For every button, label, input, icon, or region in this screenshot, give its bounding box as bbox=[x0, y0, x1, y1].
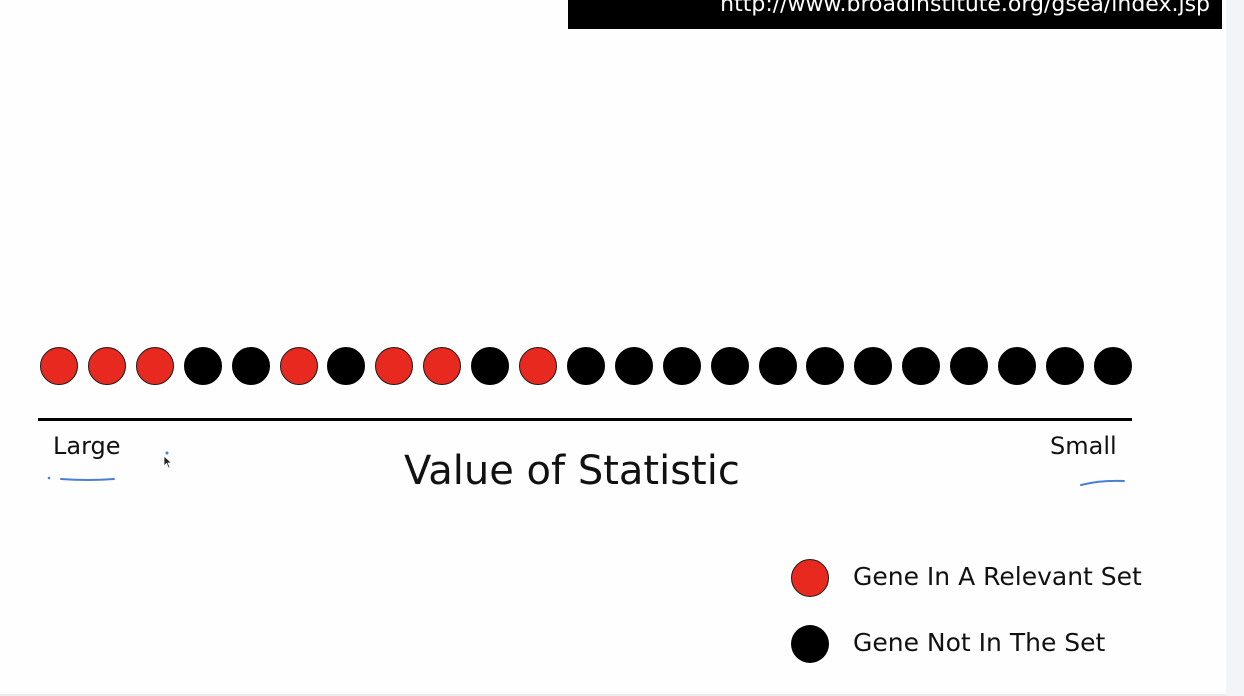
legend-label-relevant: Gene In A Relevant Set bbox=[853, 562, 1142, 591]
gene-dot-not-in-set bbox=[806, 347, 844, 385]
axis-title: Value of Statistic bbox=[404, 448, 740, 494]
gene-dot-in-set bbox=[280, 347, 318, 385]
gene-dot-not-in-set bbox=[663, 347, 701, 385]
gene-dot-not-in-set bbox=[1094, 347, 1132, 385]
underline-large-stroke bbox=[60, 478, 115, 481]
ink-dot bbox=[165, 451, 169, 455]
gene-dot-not-in-set bbox=[759, 347, 797, 385]
gene-dot-in-set bbox=[40, 347, 78, 385]
mouse-cursor-icon bbox=[163, 455, 173, 469]
gene-dot-not-in-set bbox=[327, 347, 365, 385]
gene-dot-not-in-set bbox=[184, 347, 222, 385]
gene-dot-not-in-set bbox=[902, 347, 940, 385]
gene-dot-not-in-set bbox=[567, 347, 605, 385]
right-edge-panel bbox=[1226, 0, 1244, 696]
gene-dot-not-in-set bbox=[950, 347, 988, 385]
url-text: http://www.broadinstitute.org/gsea/index… bbox=[720, 0, 1210, 17]
legend-black-dot bbox=[791, 625, 829, 663]
gene-dot-not-in-set bbox=[1046, 347, 1084, 385]
ink-dot bbox=[47, 476, 51, 480]
legend-red-dot bbox=[791, 559, 829, 597]
gene-dot-in-set bbox=[423, 347, 461, 385]
bottom-edge bbox=[0, 694, 1226, 696]
legend-label-not-in-set: Gene Not In The Set bbox=[853, 628, 1106, 657]
gene-dot-not-in-set bbox=[998, 347, 1036, 385]
gene-dot-in-set bbox=[375, 347, 413, 385]
url-banner: http://www.broadinstitute.org/gsea/index… bbox=[568, 0, 1222, 29]
axis-line bbox=[38, 418, 1132, 421]
gene-dot-not-in-set bbox=[232, 347, 270, 385]
gene-dot-not-in-set bbox=[471, 347, 509, 385]
axis-right-label: Small bbox=[1050, 432, 1117, 460]
gene-dot-in-set bbox=[88, 347, 126, 385]
gene-dot-in-set bbox=[136, 347, 174, 385]
underline-small-stroke bbox=[1080, 479, 1125, 486]
axis-left-label: Large bbox=[53, 432, 121, 460]
gene-dot-not-in-set bbox=[854, 347, 892, 385]
gene-dot-in-set bbox=[519, 347, 557, 385]
gene-dot-not-in-set bbox=[711, 347, 749, 385]
gene-dot-not-in-set bbox=[615, 347, 653, 385]
